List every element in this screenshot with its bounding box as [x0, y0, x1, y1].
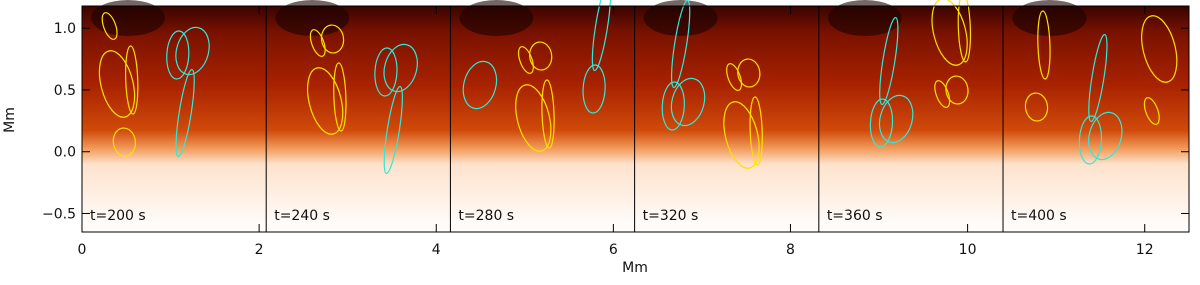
contours — [98, 0, 1178, 175]
contour — [309, 29, 326, 57]
contour — [931, 0, 968, 66]
dark-region — [459, 0, 534, 36]
panel-label: t=320 s — [643, 208, 699, 224]
contour — [383, 85, 403, 175]
panel-label: t=240 s — [274, 208, 330, 224]
panel-label: t=400 s — [1011, 208, 1067, 224]
contour — [306, 67, 344, 135]
dark-region — [275, 0, 350, 36]
contour — [1088, 111, 1123, 161]
contour — [541, 79, 555, 149]
contour — [175, 26, 210, 76]
y-tick-label: 1.0 — [54, 21, 76, 37]
y-tick-label: 0.5 — [54, 83, 76, 99]
contour — [723, 101, 760, 169]
contour — [957, 0, 972, 63]
x-tick-label: 8 — [786, 242, 795, 258]
panel-image — [266, 6, 451, 232]
contour — [333, 62, 347, 132]
contour — [879, 16, 899, 106]
contour — [320, 24, 345, 54]
contour — [529, 41, 553, 71]
contour — [945, 75, 969, 105]
contour — [98, 50, 136, 118]
contour — [1024, 92, 1049, 122]
x-tick-label: 4 — [432, 242, 441, 258]
panel-image — [82, 6, 267, 232]
contour — [175, 68, 195, 158]
x-tick-label: 12 — [1136, 242, 1154, 258]
panels — [82, 0, 1189, 232]
contour — [515, 84, 552, 152]
x-tick-label: 2 — [255, 242, 264, 258]
panel-label: t=360 s — [827, 208, 883, 224]
panel-image — [818, 6, 1004, 232]
contour — [737, 58, 761, 88]
contour — [749, 96, 763, 166]
contour — [934, 80, 951, 108]
contour — [101, 12, 118, 40]
dark-region — [91, 0, 165, 36]
contour — [1088, 33, 1108, 123]
contour — [166, 30, 190, 80]
panel-label: t=200 s — [90, 208, 146, 224]
x-tick-label: 0 — [78, 242, 87, 258]
panel-label: t=280 s — [458, 208, 514, 224]
panel-image — [634, 6, 819, 232]
contour — [1141, 15, 1178, 83]
y-axis-label: Mm — [2, 107, 18, 133]
contour — [582, 64, 606, 114]
plot-frame — [81, 5, 1190, 233]
contour — [1037, 10, 1051, 80]
contour — [517, 46, 534, 74]
x-axis-label: Mm — [622, 260, 648, 276]
y-tick-label: 0.0 — [54, 145, 76, 161]
y-tick-label: −0.5 — [42, 206, 76, 222]
contour — [670, 77, 706, 127]
dark-region — [1012, 0, 1087, 36]
contour — [374, 47, 398, 97]
dark-region — [828, 0, 902, 36]
contour — [383, 43, 418, 93]
contour — [125, 45, 139, 115]
contour — [869, 98, 894, 148]
contour — [1143, 97, 1160, 125]
dark-region — [643, 0, 718, 36]
contour — [112, 127, 137, 157]
x-tick-label: 6 — [609, 242, 618, 258]
contour — [591, 0, 612, 72]
contour — [661, 81, 685, 131]
contour — [462, 60, 498, 110]
contour — [878, 94, 914, 144]
contour — [1078, 115, 1103, 165]
contour — [726, 63, 743, 91]
x-tick-label: 10 — [959, 242, 977, 258]
